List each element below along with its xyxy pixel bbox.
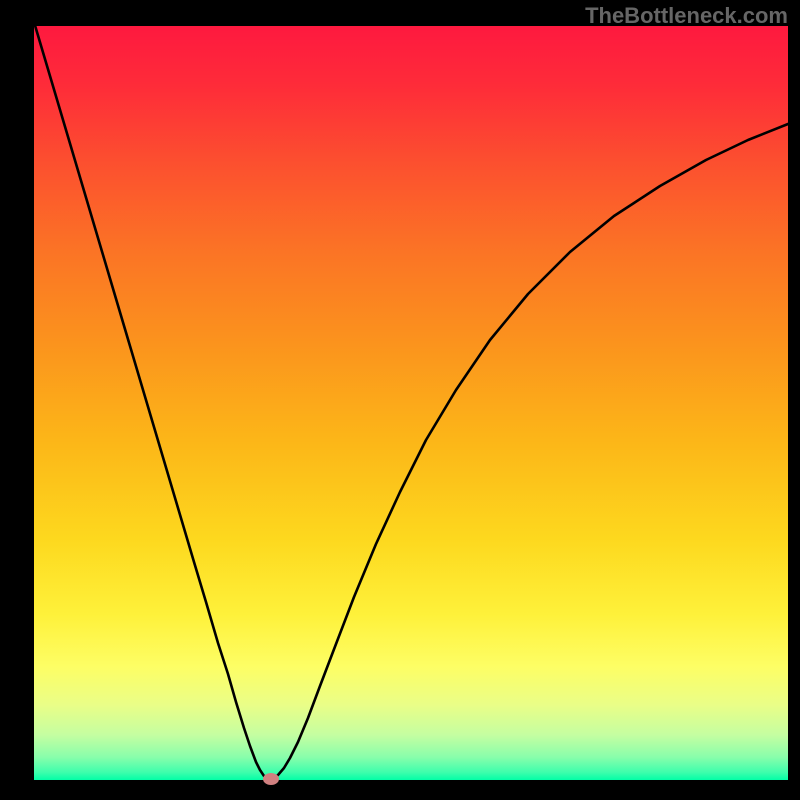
watermark-label: TheBottleneck.com <box>585 3 788 29</box>
chart-container: TheBottleneck.com <box>0 0 800 800</box>
plot-area <box>34 26 788 780</box>
